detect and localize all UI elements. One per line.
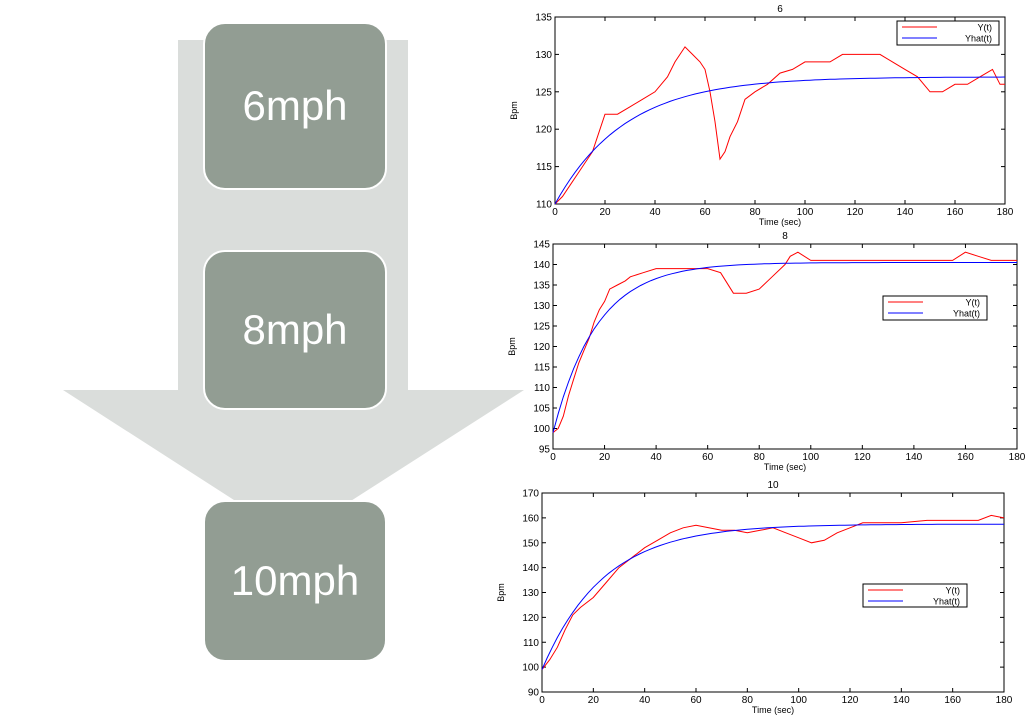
y-tick-label: 115 [536, 162, 552, 173]
speed-box-label: 10mph [230, 557, 360, 604]
x-tick-label: 180 [1009, 452, 1026, 463]
y-tick-label: 110 [523, 638, 539, 649]
y-tick-label: 170 [522, 489, 539, 500]
legend-label: Yhat(t) [965, 34, 992, 44]
legend-label: Y(t) [946, 586, 961, 596]
x-tick-label: 60 [699, 207, 711, 218]
x-axis-label: Time (sec) [752, 705, 794, 715]
y-tick-label: 135 [535, 13, 552, 24]
speed-box-6mph: 6mph [203, 22, 387, 190]
legend-box [896, 20, 1000, 46]
y-tick-label: 140 [522, 563, 539, 574]
y-tick-label: 115 [534, 363, 550, 374]
x-tick-label: 140 [893, 695, 910, 706]
x-tick-label: 180 [997, 207, 1014, 218]
x-tick-label: 0 [539, 695, 545, 706]
y-tick-label: 120 [522, 613, 539, 624]
speed-box-label: 8mph [242, 306, 348, 353]
x-tick-label: 100 [802, 452, 819, 463]
y-tick-label: 140 [533, 260, 550, 271]
y-tick-label: 120 [535, 125, 552, 136]
y-tick-label: 145 [533, 240, 550, 251]
x-tick-label: 140 [906, 452, 923, 463]
x-tick-label: 40 [649, 207, 661, 218]
y-tick-label: 125 [533, 322, 550, 333]
y-axis-label: Bpm [509, 101, 519, 120]
y-tick-label: 95 [539, 445, 551, 456]
x-tick-label: 40 [639, 695, 651, 706]
y-tick-label: 100 [522, 663, 539, 674]
plot-area [552, 243, 1018, 450]
x-tick-label: 120 [842, 695, 859, 706]
x-tick-label: 60 [690, 695, 702, 706]
x-tick-label: 20 [599, 452, 611, 463]
x-tick-label: 120 [854, 452, 871, 463]
x-tick-label: 160 [944, 695, 961, 706]
y-tick-label: 130 [535, 50, 552, 61]
x-tick-label: 0 [552, 207, 558, 218]
x-tick-label: 80 [754, 452, 766, 463]
y-tick-label: 110 [536, 200, 552, 211]
y-tick-label: 120 [533, 342, 550, 353]
plot-area [554, 16, 1006, 205]
y-tick-label: 160 [522, 513, 539, 524]
series-line-yhat [554, 76, 1006, 205]
y-tick-label: 105 [533, 404, 550, 415]
legend-label: Y(t) [978, 23, 993, 33]
series-line-yhat [552, 262, 1017, 433]
y-axis-label: Bpm [496, 583, 506, 602]
y-tick-label: 130 [522, 588, 539, 599]
y-tick-label: 130 [533, 301, 550, 312]
y-tick-label: 90 [528, 688, 540, 699]
x-tick-label: 20 [588, 695, 600, 706]
x-tick-label: 80 [742, 695, 754, 706]
heart-rate-chart-6mph: 60 20 40 60 80 100 120 140 160 180110115120125130… [509, 4, 1014, 227]
chart-title: 10 [767, 480, 779, 491]
x-axis-label: Time (sec) [759, 217, 801, 227]
chart-title: 8 [782, 231, 788, 242]
x-tick-label: 100 [790, 695, 807, 706]
series-line-yhat [541, 523, 1004, 670]
y-tick-label: 100 [533, 424, 550, 435]
legend-box [882, 295, 988, 321]
heart-rate-chart-8mph: 80 20 40 60 80 100 120 140 160 180951001051101151… [507, 231, 1026, 472]
speed-box-label: 6mph [242, 82, 348, 129]
y-tick-label: 150 [522, 538, 539, 549]
legend-label: Yhat(t) [953, 309, 980, 319]
chart-title: 6 [777, 4, 783, 15]
y-tick-label: 110 [534, 383, 550, 394]
legend-label: Y(t) [966, 298, 981, 308]
x-tick-label: 140 [897, 207, 914, 218]
y-axis-label: Bpm [507, 337, 517, 356]
x-tick-label: 120 [847, 207, 864, 218]
x-tick-label: 80 [749, 207, 761, 218]
x-axis-label: Time (sec) [764, 462, 806, 472]
x-tick-label: 20 [599, 207, 611, 218]
x-tick-label: 160 [947, 207, 964, 218]
x-tick-label: 40 [651, 452, 663, 463]
speed-box-8mph: 8mph [203, 250, 387, 410]
y-tick-label: 125 [535, 87, 552, 98]
x-tick-label: 0 [550, 452, 556, 463]
x-tick-label: 180 [996, 695, 1013, 706]
x-tick-label: 100 [797, 207, 814, 218]
heart-rate-chart-10mph: 100 20 40 60 80 100 120 140 160 18090100110120130… [496, 480, 1013, 715]
speed-box-10mph: 10mph [203, 500, 387, 662]
x-tick-label: 60 [702, 452, 714, 463]
series-line-y [554, 46, 1005, 205]
x-tick-label: 160 [957, 452, 974, 463]
legend-label: Yhat(t) [933, 597, 960, 607]
y-tick-label: 135 [533, 281, 550, 292]
